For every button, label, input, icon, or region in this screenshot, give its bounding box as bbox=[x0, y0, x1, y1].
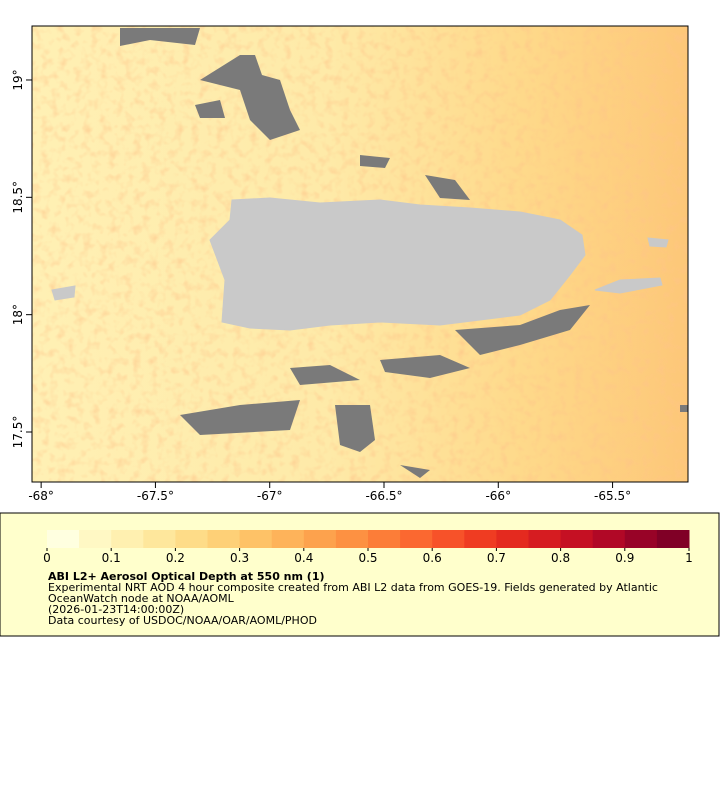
color-step bbox=[496, 530, 529, 548]
color-step bbox=[303, 530, 337, 548]
colorbar-tick-label: 0.3 bbox=[230, 551, 249, 565]
y-tick-label: 19° bbox=[11, 69, 25, 90]
colorbar-tick-label: 1 bbox=[685, 551, 693, 565]
caption-line: Data courtesy of USDOC/NOAA/OAR/AOML/PHO… bbox=[48, 614, 317, 627]
colorbar-tick-label: 0.7 bbox=[487, 551, 506, 565]
map-raster bbox=[31, 25, 689, 483]
color-step bbox=[400, 530, 433, 548]
colorbar-tick-label: 0.8 bbox=[551, 551, 570, 565]
color-step bbox=[592, 530, 626, 548]
color-step bbox=[624, 530, 658, 548]
caption-line: (2026-01-23T14:00:00Z) bbox=[48, 603, 184, 616]
color-step bbox=[79, 530, 112, 548]
color-step bbox=[528, 530, 562, 548]
colorbar-tick-label: 0.4 bbox=[294, 551, 313, 565]
colorbar: 0 0.1 0.2 0.3 0.4 0.5 0.6 0.7 0.8 0.9 1 bbox=[43, 530, 693, 565]
x-tick-label: -66.5° bbox=[365, 489, 402, 503]
colorbar-tick-label: 0.6 bbox=[423, 551, 442, 565]
color-step bbox=[432, 530, 465, 548]
colorbar-tick-label: 0.2 bbox=[166, 551, 185, 565]
color-step bbox=[47, 530, 80, 548]
color-step bbox=[560, 530, 594, 548]
color-step bbox=[175, 530, 208, 548]
no-data bbox=[120, 28, 688, 478]
y-tick-label: 18° bbox=[11, 304, 25, 325]
land bbox=[51, 197, 669, 331]
x-tick-label: -67.5° bbox=[137, 489, 174, 503]
caption-line: OceanWatch node at NOAA/AOML bbox=[48, 592, 235, 605]
x-tick-label: -66° bbox=[485, 489, 511, 503]
color-step bbox=[143, 530, 176, 548]
color-step bbox=[239, 530, 273, 548]
color-step bbox=[656, 530, 690, 548]
x-tick-label: -67° bbox=[257, 489, 283, 503]
colorbar-tick-label: 0.5 bbox=[358, 551, 377, 565]
x-tick-label: -65.5° bbox=[594, 489, 631, 503]
color-step bbox=[111, 530, 144, 548]
color-step bbox=[271, 530, 305, 548]
color-step bbox=[207, 530, 241, 548]
axes: -68° -67.5° -67° -66.5° -66° -65.5° 17.5° 18° 18… bbox=[11, 69, 631, 503]
y-tick-label: 18.5° bbox=[11, 181, 25, 214]
x-tick-label: -68° bbox=[28, 489, 54, 503]
y-tick-label: 17.5° bbox=[11, 416, 25, 449]
color-step bbox=[335, 530, 369, 548]
colorbar-tick-label: 0 bbox=[43, 551, 51, 565]
color-step bbox=[464, 530, 497, 548]
colorbar-tick-label: 0.1 bbox=[102, 551, 121, 565]
colorbar-tick-label: 0.9 bbox=[615, 551, 634, 565]
caption-line: Experimental NRT AOD 4 hour composite cr… bbox=[48, 581, 658, 594]
color-step bbox=[368, 530, 401, 548]
caption-title: ABI L2+ Aerosol Optical Depth at 550 nm … bbox=[48, 570, 325, 583]
